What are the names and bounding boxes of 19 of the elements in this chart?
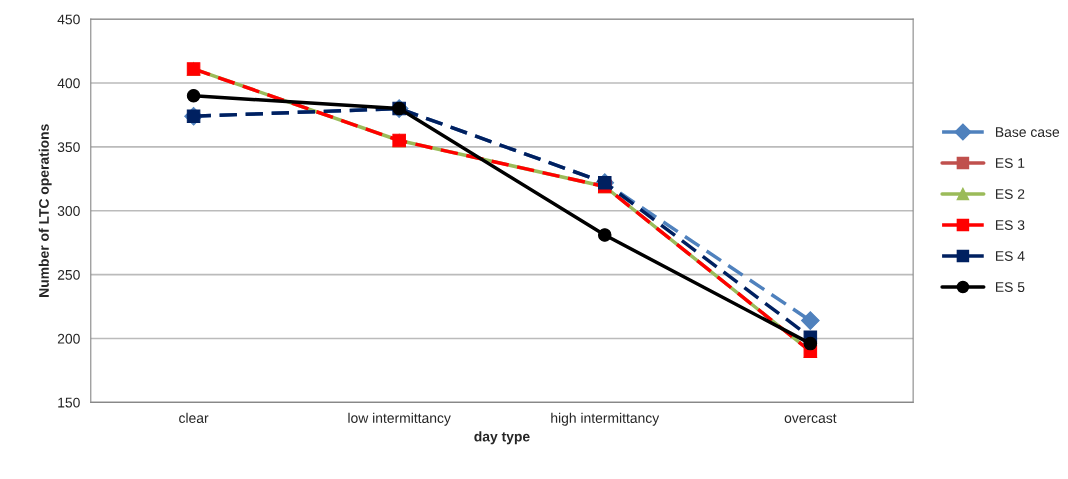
legend-label: ES 3 [996, 220, 1025, 230]
x-tick-label: high intermittancy [551, 412, 660, 426]
x-axis-title: day type [474, 431, 530, 445]
y-tick-label: 150 [58, 397, 80, 408]
y-tick-label: 350 [57, 142, 80, 153]
legend-label: ES 1 [996, 158, 1025, 168]
y-axis-title: Number of LTC operations [38, 124, 52, 297]
legend-label: ES 4 [996, 251, 1025, 261]
y-tick-label: 450 [57, 14, 80, 25]
y-tick-label: 200 [57, 333, 80, 344]
x-tick-label: clear [179, 412, 209, 423]
x-tick-label: low intermittancy [348, 412, 451, 426]
x-tick-label: overcast [784, 413, 837, 423]
y-tick-label: 300 [57, 206, 80, 216]
legend-label: Base case [996, 127, 1060, 137]
legend-label: ES 2 [996, 189, 1025, 199]
y-tick-label: 400 [57, 78, 80, 89]
y-tick-label: 250 [57, 269, 80, 280]
legend-label: ES 5 [996, 282, 1025, 292]
